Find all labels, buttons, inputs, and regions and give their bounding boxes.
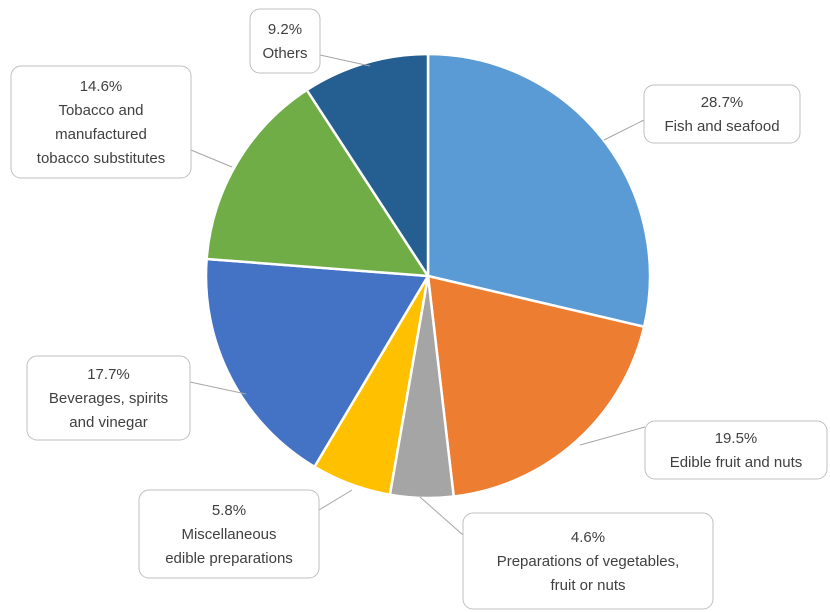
callout-box: [462, 512, 714, 610]
callout-6: 14.6% Tobacco and manufactured tobacco subs…: [10, 65, 192, 179]
pie-callouts: 28.7% Fish and seafood 19.5% Edible fruit a…: [10, 8, 828, 610]
callout-box: [10, 65, 192, 179]
callout-box: [138, 489, 320, 579]
pie-slice-7: [305, 52, 430, 278]
pie-slices: [204, 52, 652, 500]
callout-category-label: manufactured: [55, 126, 147, 143]
pie-slice-6: [205, 88, 430, 278]
callout-box: [644, 420, 828, 480]
callout-value-label: 28.7%: [701, 94, 744, 111]
leader-line-3: [419, 496, 464, 536]
callout-category-label: fruit or nuts: [550, 577, 625, 594]
callout-value-label: 5.8%: [212, 502, 246, 519]
callout-value-label: 9.2%: [268, 21, 302, 38]
pie-slice-1: [426, 52, 652, 329]
callout-category-label: Fish and seafood: [664, 118, 779, 135]
callout-category-label: Miscellaneous: [181, 526, 276, 543]
leader-line-4: [318, 489, 353, 511]
callout-value-label: 14.6%: [80, 78, 123, 95]
pie-slice-5: [204, 257, 430, 469]
callout-category-label: Edible fruit and nuts: [670, 454, 803, 471]
leader-line-1: [603, 119, 645, 141]
leader-line-6: [190, 149, 233, 168]
callout-box: [643, 84, 801, 144]
callout-value-label: 19.5%: [715, 430, 758, 447]
pie-slice-2: [426, 274, 646, 498]
callout-value-label: 4.6%: [571, 529, 605, 546]
leader-line-7: [319, 54, 371, 67]
callout-value-label: 17.7%: [87, 366, 130, 383]
callout-category-label: Beverages, spirits: [49, 390, 168, 407]
callout-category-label: Preparations of vegetables,: [497, 553, 680, 570]
callout-box: [26, 355, 191, 441]
callout-leader-lines: [189, 54, 646, 536]
callout-category-label: edible preparations: [165, 550, 293, 567]
callout-1: 28.7% Fish and seafood: [643, 84, 801, 144]
callout-4: 5.8% Miscellaneous edible preparations: [138, 489, 320, 579]
callout-box: [249, 8, 321, 74]
callout-7: 9.2% Others: [249, 8, 321, 74]
callout-category-label: tobacco substitutes: [37, 150, 165, 167]
callout-2: 19.5% Edible fruit and nuts: [644, 420, 828, 480]
callout-3: 4.6% Preparations of vegetables, fruit or …: [462, 512, 714, 610]
callout-5: 17.7% Beverages, spirits and vinegar: [26, 355, 191, 441]
leader-line-5: [189, 381, 247, 395]
callout-category-label: Tobacco and: [58, 102, 143, 119]
callout-category-label: Others: [262, 45, 307, 62]
leader-line-2: [579, 426, 646, 446]
callout-category-label: and vinegar: [69, 414, 147, 431]
